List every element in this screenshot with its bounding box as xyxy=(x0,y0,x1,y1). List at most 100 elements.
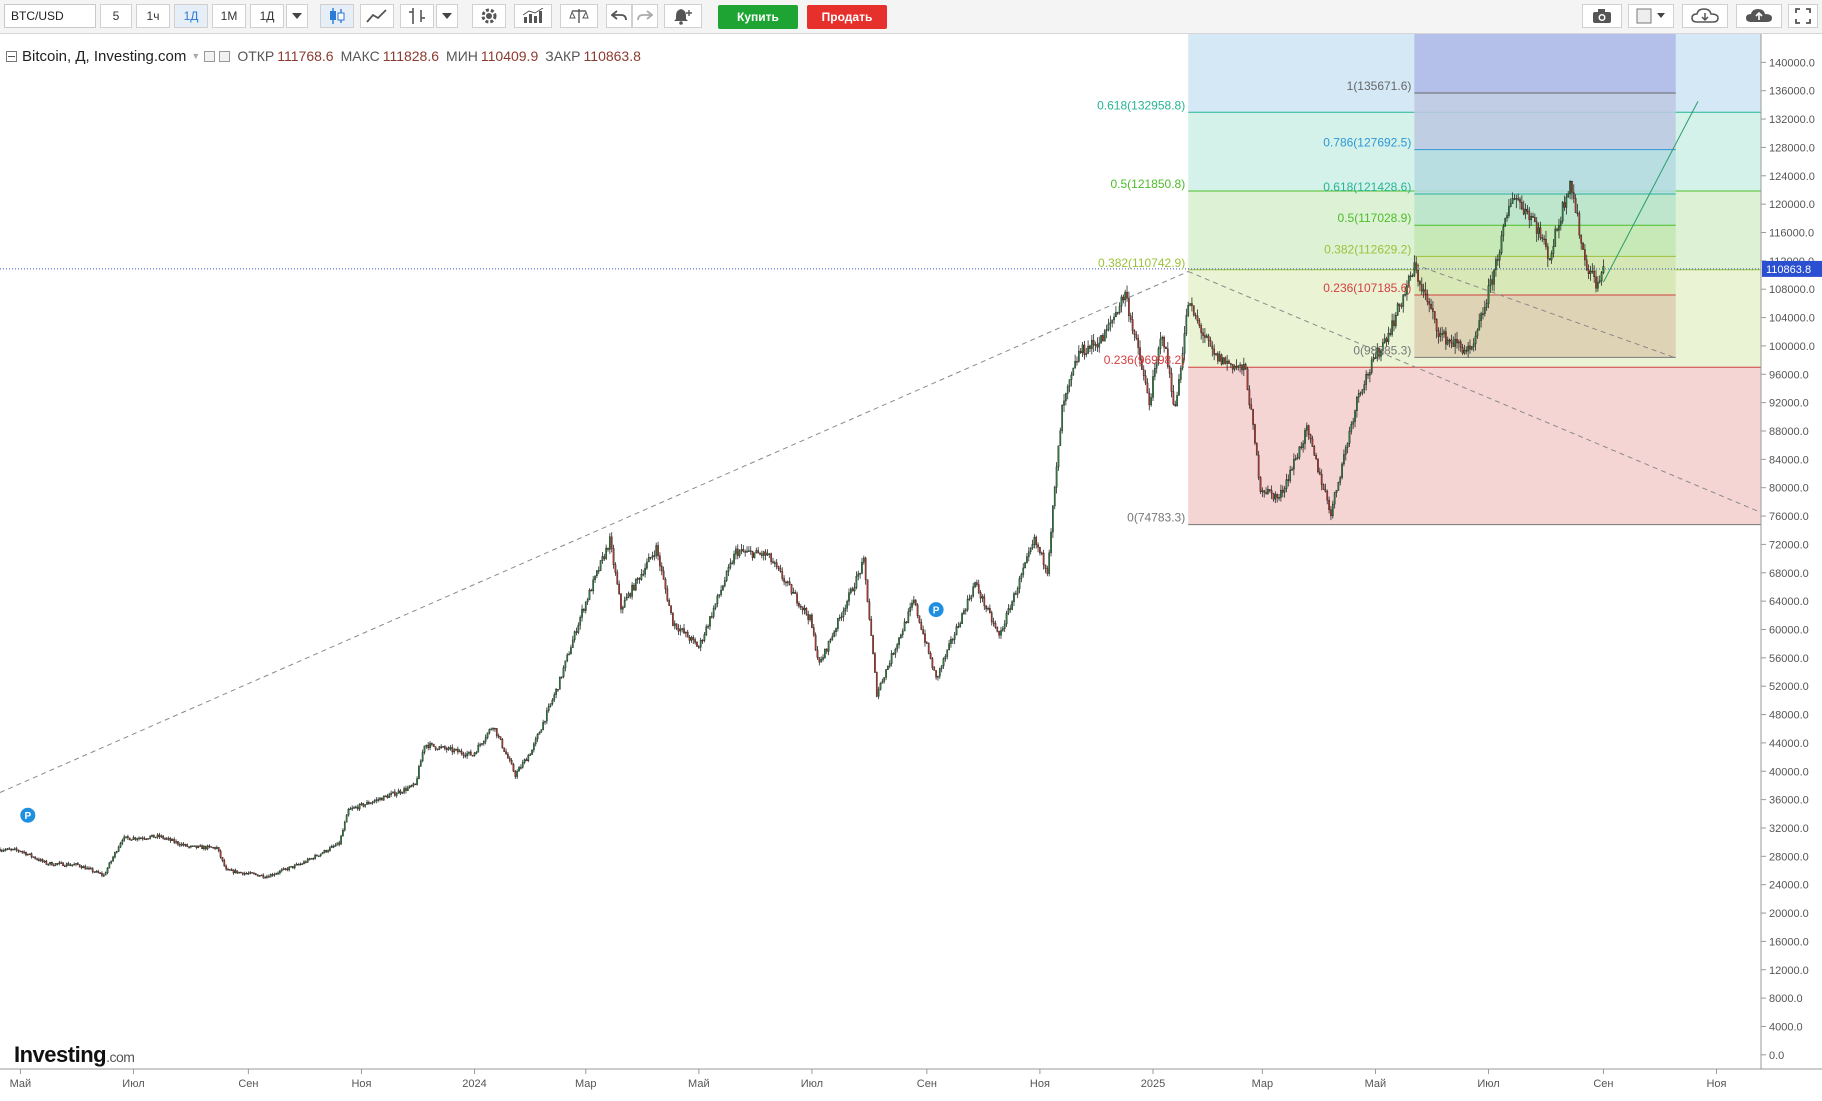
settings-button[interactable] xyxy=(472,4,506,28)
chart-type-line[interactable] xyxy=(360,4,394,28)
candle-body xyxy=(408,785,411,788)
fullscreen-button[interactable] xyxy=(1788,4,1818,28)
compare-button[interactable] xyxy=(560,4,598,28)
candle-body xyxy=(1218,354,1221,362)
price-tick-label: 12000.0 xyxy=(1769,965,1809,977)
candle-body xyxy=(440,746,443,748)
event-markers[interactable]: PP xyxy=(20,602,944,823)
fib-zone xyxy=(1414,149,1676,195)
candle-body xyxy=(481,743,483,745)
candle-body xyxy=(414,783,417,786)
remove-small-icon[interactable] xyxy=(219,50,231,62)
candle-body xyxy=(1489,279,1492,286)
candle-body xyxy=(1094,344,1097,346)
candle-body xyxy=(330,845,333,848)
candle-body xyxy=(588,589,591,600)
candle-body xyxy=(833,631,836,637)
candle-body xyxy=(486,732,489,739)
candle-body xyxy=(1281,489,1284,493)
candle-body xyxy=(924,633,926,643)
candle-body xyxy=(1022,567,1025,575)
candle-body xyxy=(412,783,415,787)
chart-type-candles[interactable] xyxy=(320,4,354,28)
candle-body xyxy=(1513,198,1516,200)
candle-body xyxy=(1422,289,1425,292)
alert-add-button[interactable] xyxy=(664,4,702,28)
interval-1d[interactable]: 1Д xyxy=(174,4,208,28)
candle-body xyxy=(1302,443,1304,448)
interval-custom[interactable]: 1Д xyxy=(250,4,284,28)
candle-body xyxy=(71,864,74,866)
candle-body xyxy=(1528,211,1531,221)
settings-small-icon[interactable] xyxy=(204,50,216,62)
candle-body xyxy=(662,570,665,580)
candle-body xyxy=(379,797,381,800)
candle-body xyxy=(903,621,906,632)
candle-body xyxy=(751,551,754,558)
fib-level-label: 0.5(121850.8) xyxy=(1110,177,1185,191)
undo-button[interactable] xyxy=(606,4,632,28)
candle-body xyxy=(716,595,719,604)
indicators-button[interactable] xyxy=(514,4,552,28)
candle-body xyxy=(230,869,233,871)
candle-body xyxy=(935,670,937,678)
candle-body xyxy=(41,859,44,862)
interval-1m[interactable]: 1М xyxy=(212,4,246,28)
candle-body xyxy=(1571,181,1573,193)
candle-body xyxy=(1224,357,1227,364)
candle-body xyxy=(888,663,891,667)
candle-body xyxy=(1304,430,1306,444)
candle-body xyxy=(91,868,94,872)
interval-1h[interactable]: 1ч xyxy=(136,4,170,28)
title-dropdown-icon[interactable]: ▼ xyxy=(191,51,201,61)
cloud-download-button[interactable] xyxy=(1682,4,1728,28)
candle-body xyxy=(1346,443,1349,448)
color-picker-button[interactable] xyxy=(1628,4,1674,28)
candle-body xyxy=(54,863,57,866)
candle-body xyxy=(1246,368,1249,390)
candle-body xyxy=(690,637,693,641)
candle-body xyxy=(323,850,326,854)
candle-body xyxy=(1521,202,1523,210)
candle-body xyxy=(410,785,413,787)
candle-body xyxy=(132,837,135,840)
candle-body xyxy=(1053,487,1056,507)
candle-body xyxy=(951,639,954,641)
candle-body xyxy=(1424,289,1427,295)
sell-button[interactable]: Продать xyxy=(807,5,887,29)
candle-body xyxy=(453,749,456,753)
interval-dropdown[interactable] xyxy=(286,4,308,28)
candle-body xyxy=(501,739,504,748)
candle-body xyxy=(966,598,969,611)
cloud-upload-button[interactable] xyxy=(1736,4,1782,28)
candle-body xyxy=(1465,349,1468,352)
candle-body xyxy=(373,800,376,803)
candle-body xyxy=(542,721,544,730)
symbol-input[interactable] xyxy=(4,4,96,28)
interval-5[interactable]: 5 xyxy=(100,4,132,28)
redo-button[interactable] xyxy=(632,4,658,28)
candle-body xyxy=(279,870,281,874)
collapse-icon[interactable] xyxy=(6,50,17,62)
candle-body xyxy=(4,849,7,851)
candle-body xyxy=(127,836,129,839)
candle-body xyxy=(558,677,561,690)
instrument-title[interactable]: Bitcoin, Д, Investing.com xyxy=(22,47,187,65)
candle-body xyxy=(900,634,902,638)
candle-body xyxy=(609,536,611,550)
candle-body xyxy=(360,803,363,805)
candle-body xyxy=(505,751,507,755)
candle-body xyxy=(1157,348,1160,361)
candle-body xyxy=(1146,382,1149,394)
screenshot-button[interactable] xyxy=(1582,4,1622,28)
color-square-icon xyxy=(1636,8,1665,24)
candle-body xyxy=(366,802,368,805)
price-chart[interactable]: 0.618(132958.8) 0.5(121850.8) 0.382(110742… xyxy=(0,34,1822,1101)
candle-body xyxy=(1287,479,1290,481)
chart-type-dropdown[interactable] xyxy=(436,4,458,28)
candle-body xyxy=(462,753,465,756)
chart-type-bars[interactable] xyxy=(400,4,434,28)
candle-body xyxy=(247,873,250,875)
buy-button[interactable]: Купить xyxy=(718,5,798,29)
time-tick-label: Мар xyxy=(1252,1078,1274,1090)
